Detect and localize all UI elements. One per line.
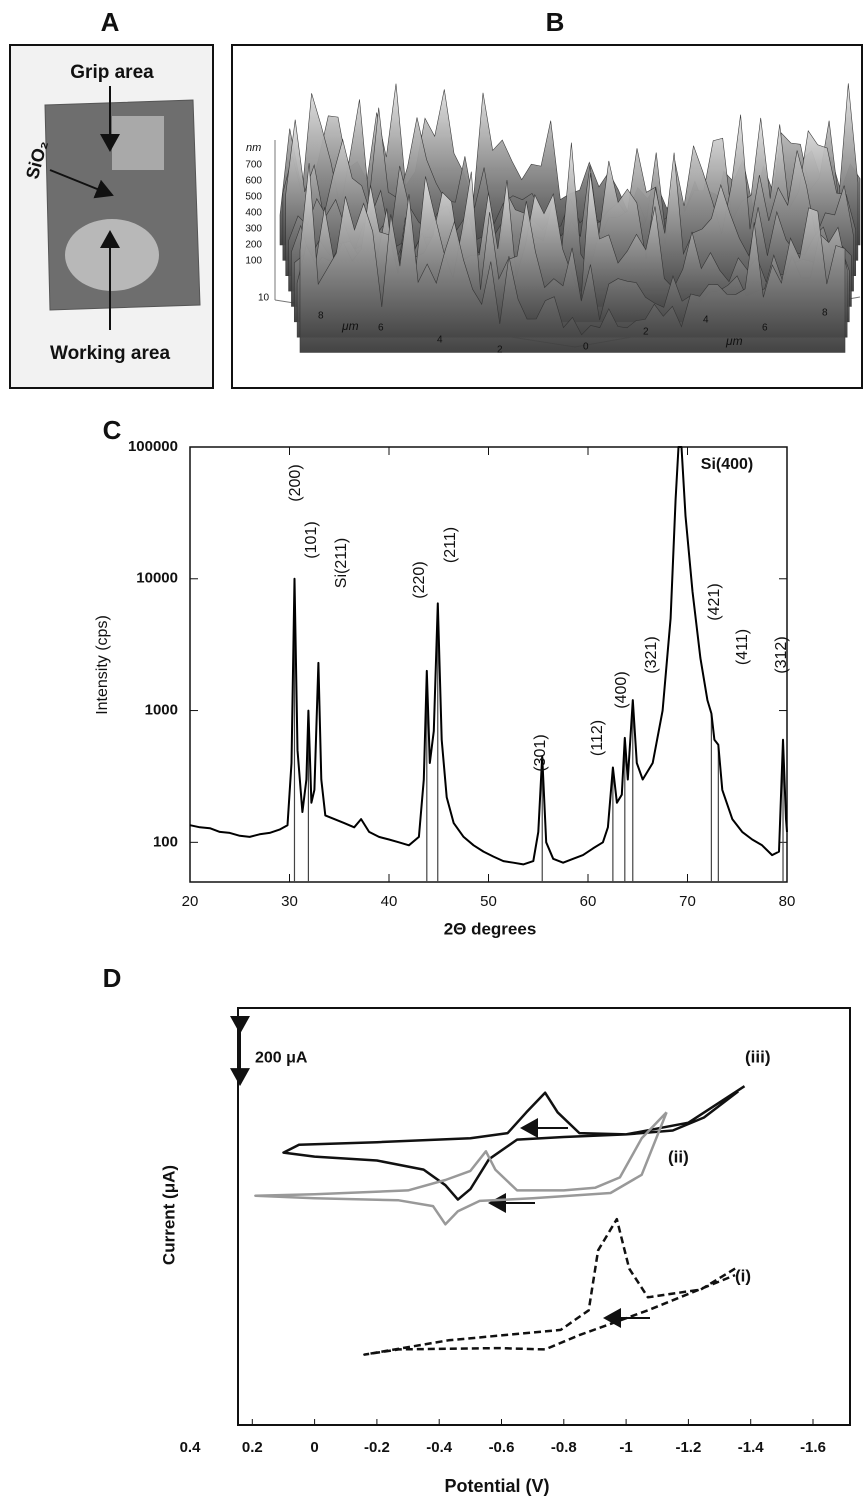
y-axis-label: Intensity (cps) — [94, 615, 111, 715]
z-tick-label: 300 — [245, 224, 262, 235]
working-pad — [65, 219, 159, 291]
peak-label: (211) — [442, 527, 459, 563]
series-label: (ii) — [668, 1147, 689, 1166]
z-tick-label: 100 — [245, 256, 262, 267]
x-tick-label: -0.2 — [364, 1439, 390, 1456]
z-tick-label: 600 — [245, 176, 262, 187]
peak-label: (421) — [706, 583, 723, 620]
x-tick-label: -0.8 — [551, 1439, 577, 1456]
x-axis-label: 2Θ degrees — [444, 919, 537, 938]
grip-pad — [112, 116, 164, 170]
z-tick-label: 500 — [245, 192, 262, 203]
x-tick-label: -0.4 — [426, 1439, 453, 1456]
panel-label: C — [103, 415, 122, 445]
afm-surface — [274, 83, 861, 353]
z-tick-label: 700 — [245, 160, 262, 171]
x-tick-label: 4 — [703, 315, 709, 326]
xrd-trace — [189, 446, 788, 866]
x-tick-label: 70 — [679, 893, 696, 910]
peak-label: (312) — [773, 636, 790, 673]
x-tick-label: -1.6 — [800, 1439, 826, 1456]
x-tick-label: 0 — [310, 1439, 318, 1456]
y-tick-label: 1000 — [145, 702, 178, 719]
peak-label: (411) — [734, 629, 751, 665]
axis-unit: μm — [341, 319, 359, 333]
x-tick-label: -1 — [619, 1439, 632, 1456]
y-tick-label: 8 — [318, 311, 324, 322]
panel-label: A — [101, 7, 120, 37]
peak-label: (112) — [589, 720, 606, 756]
x-axis-label: Potential (V) — [444, 1476, 549, 1496]
x-tick-label: 30 — [281, 893, 298, 910]
peak-label: (301) — [532, 734, 549, 771]
cv-curve — [254, 1111, 668, 1226]
grip-label: Grip area — [70, 62, 154, 83]
x-tick-label: 2 — [643, 327, 649, 338]
cv-curve — [363, 1217, 736, 1356]
x-tick-label: 0.4 — [180, 1439, 202, 1456]
y-tick-label: 6 — [378, 323, 384, 334]
x-tick-label: 80 — [779, 893, 796, 910]
cv-curve — [282, 1085, 746, 1201]
x-tick-label: 6 — [762, 323, 768, 334]
y-tick-label: 2 — [497, 345, 503, 356]
series-label: (i) — [735, 1266, 751, 1285]
x-tick-label: 50 — [480, 893, 497, 910]
peak-label: Si(400) — [701, 456, 753, 473]
y-tick-label: 100 — [153, 833, 178, 850]
plot-frame — [237, 1007, 851, 1426]
y-tick-label: 4 — [437, 335, 443, 346]
x-tick-label: -1.2 — [675, 1439, 701, 1456]
working-label: Working area — [50, 343, 170, 364]
axis-unit: μm — [725, 334, 743, 348]
axis-unit: nm — [246, 142, 261, 154]
x-tick-label: 8 — [822, 308, 828, 319]
panel-label: D — [103, 963, 122, 993]
series-label: (iii) — [745, 1047, 771, 1066]
z-tick-label: 200 — [245, 240, 262, 251]
y-axis-label: Current (μA) — [159, 1165, 178, 1265]
peak-label: (200) — [287, 464, 304, 501]
plot-frame — [189, 446, 788, 883]
y-tick-label: 10 — [258, 293, 270, 304]
z-tick-label: 400 — [245, 208, 262, 219]
peak-label: (220) — [411, 561, 428, 598]
y-tick-label: 10000 — [136, 570, 178, 587]
x-tick-label: -0.6 — [489, 1439, 515, 1456]
x-tick-label: 0 — [583, 342, 589, 353]
afm-ridge — [299, 163, 846, 353]
peak-label: Si(211) — [333, 538, 350, 588]
scale-bar-label: 200 μA — [255, 1049, 308, 1066]
y-tick-label: 100000 — [128, 438, 178, 455]
panel-label: B — [546, 7, 565, 37]
peak-label: (400) — [613, 671, 630, 708]
x-tick-label: 60 — [580, 893, 597, 910]
x-tick-label: 20 — [182, 893, 199, 910]
x-tick-label: 40 — [381, 893, 398, 910]
x-tick-label: 0.2 — [242, 1439, 263, 1456]
peak-label: (101) — [303, 521, 320, 558]
x-tick-label: -1.4 — [738, 1439, 765, 1456]
peak-label: (321) — [643, 636, 660, 673]
arrow — [49, 169, 114, 199]
